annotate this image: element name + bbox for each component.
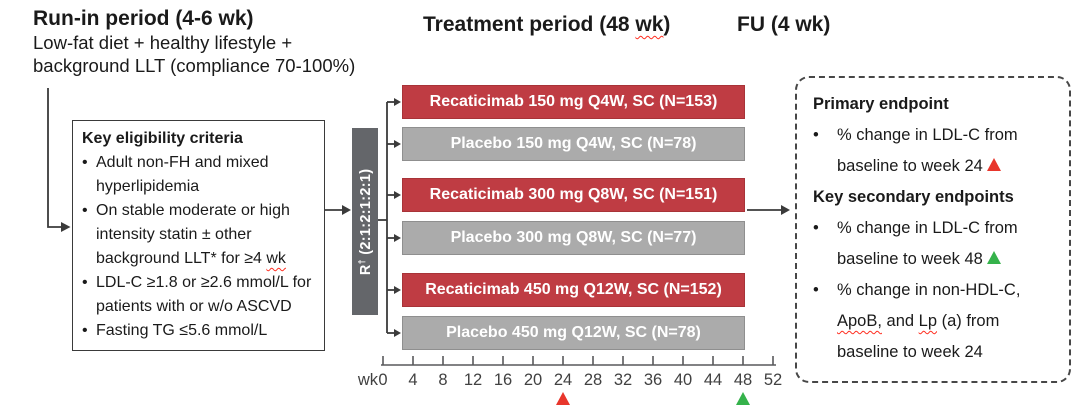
eligibility-title: Key eligibility criteria [82, 130, 243, 147]
secondary-endpoint-bullet-1: • % change in LDL-C from baseline to week… [813, 213, 1059, 275]
axis-tick-44: 44 [703, 371, 723, 389]
fu-period-title: FU (4 wk) [737, 13, 831, 36]
arm-bar-recaticimab-150: Recaticimab 150 mg Q4W, SC (N=153) [402, 85, 745, 119]
week24-red-triangle-icon [556, 392, 570, 405]
axis-tick-40: 40 [673, 371, 693, 389]
lp-word: Lp [918, 312, 938, 330]
treatment-period-title: Treatment period (48 wk) [423, 13, 671, 36]
week48-green-triangle-icon [986, 251, 1001, 264]
primary-endpoint-bullet: • % change in LDL-C from baseline to week… [813, 120, 1059, 182]
axis-tick-48: 48 [733, 371, 753, 389]
branch-arrowheads [387, 98, 401, 337]
axis-tick-28: 28 [583, 371, 603, 389]
primary-endpoint-title: Primary endpoint [813, 95, 949, 113]
arm-bar-placebo-300: Placebo 300 mg Q8W, SC (N=77) [402, 221, 745, 255]
randomization-bar: R† (2:1:2:1:2:1) [352, 128, 378, 315]
arm-bar-placebo-150: Placebo 150 mg Q4W, SC (N=78) [402, 127, 745, 161]
week24-red-triangle-icon [986, 158, 1001, 171]
arm-bar-recaticimab-450: Recaticimab 450 mg Q12W, SC (N=152) [402, 273, 745, 307]
axis-unit-label: wk [357, 371, 378, 389]
runin-line-1: Low-fat diet + healthy lifestyle + [33, 32, 293, 53]
axis-tick-20: 20 [523, 371, 543, 389]
endpoints-arrowhead-icon [781, 205, 790, 215]
axis-tick-24: 24 [553, 371, 573, 389]
axis-tick-36: 36 [643, 371, 663, 389]
eligibility-criteria-box: Key eligibility criteria • Adult non-FH … [72, 120, 325, 351]
arm-bar-placebo-450: Placebo 450 mg Q12W, SC (N=78) [402, 316, 745, 350]
eligibility-bullet-1: • Adult non-FH and mixed hyperlipidemia [82, 151, 316, 199]
eligibility-bullet-4: • Fasting TG ≤5.6 mmol/L [82, 319, 316, 343]
runin-period-block: Run-in period (4-6 wk) Low-fat diet + he… [33, 6, 403, 77]
bullet-icon: • [82, 322, 88, 339]
bullet-icon: • [82, 154, 88, 171]
axis-tick-32: 32 [613, 371, 633, 389]
apob-word: ApoB, [837, 312, 882, 330]
bullet-icon: • [813, 281, 819, 299]
bullet-icon: • [82, 274, 88, 291]
eligibility-bullet-2: • On stable moderate or high intensity st… [82, 199, 316, 271]
runin-title: Run-in period (4-6 wk) [33, 7, 254, 30]
eligibility-arrowhead-icon [342, 205, 351, 215]
week48-green-triangle-icon [736, 392, 750, 405]
arm-bar-recaticimab-300: Recaticimab 300 mg Q8W, SC (N=151) [402, 178, 745, 212]
axis-tick-4: 4 [408, 371, 418, 389]
treatment-title-wk: wk [635, 13, 664, 36]
axis-tick-52: 52 [763, 371, 783, 389]
bullet-icon: • [813, 219, 819, 237]
bullet-icon: • [82, 202, 88, 219]
eligibility-wk: wk [266, 250, 286, 267]
axis-tick-8: 8 [438, 371, 448, 389]
endpoints-box: Primary endpoint • % change in LDL-C fro… [795, 76, 1071, 383]
axis-tick-0: 0 [378, 371, 388, 389]
axis-tick-12: 12 [463, 371, 483, 389]
week-axis [381, 356, 776, 366]
runin-arrowhead-icon [61, 222, 71, 232]
secondary-endpoint-bullet-2: • % change in non-HDL-C, ApoB, and Lp (a)… [813, 275, 1059, 368]
randomization-label: R† (2:1:2:1:2:1) [356, 168, 374, 275]
runin-elbow-connector [47, 88, 61, 228]
eligibility-bullet-3: • LDL-C ≥1.8 or ≥2.6 mmol/L for patients … [82, 271, 316, 319]
runin-line-2: background LLT (compliance 70-100%) [33, 54, 356, 76]
secondary-endpoints-title: Key secondary endpoints [813, 188, 1014, 206]
randomization-dagger: † [356, 258, 367, 264]
axis-tick-16: 16 [493, 371, 513, 389]
bullet-icon: • [813, 126, 819, 144]
